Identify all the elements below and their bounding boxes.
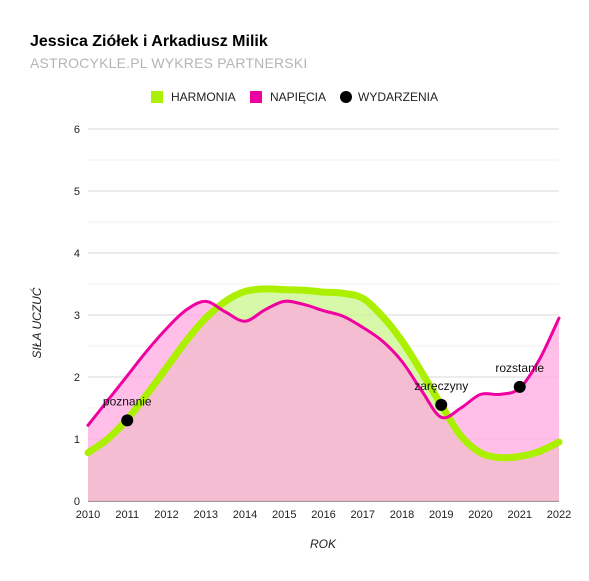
- series-areas: [88, 288, 559, 501]
- x-tick-label: 2015: [272, 509, 296, 521]
- y-tick-label: 4: [74, 248, 80, 260]
- y-tick-label: 5: [74, 186, 80, 198]
- event-label: zaręczyny: [414, 379, 468, 393]
- y-axis-ticks: 0 1 2 3 4 5 6: [74, 124, 80, 508]
- x-axis-ticks: 2010 2011 2012 2013 2014 2015 2016 2017 2018 2019…: [76, 509, 571, 521]
- x-tick-label: 2018: [390, 509, 414, 521]
- y-tick-label: 6: [74, 124, 80, 136]
- legend-swatch-wydarzenia: [340, 91, 352, 103]
- x-tick-label: 2014: [233, 509, 257, 521]
- legend-label-napiecia: NAPIĘCIA: [270, 90, 326, 104]
- x-tick-label: 2021: [508, 509, 532, 521]
- legend: HARMONIA NAPIĘCIA WYDARZENIA: [151, 90, 438, 104]
- line-harmonia: [84, 285, 563, 462]
- series-lines: [84, 285, 563, 462]
- line-napi-cia: [86, 299, 561, 427]
- legend-swatch-harmonia: [151, 91, 163, 103]
- x-axis-title: ROK: [310, 537, 337, 551]
- event-point[interactable]: [121, 414, 134, 427]
- y-axis-title: SIŁA UCZUĆ: [29, 287, 44, 358]
- x-tick-label: 2020: [468, 509, 492, 521]
- legend-item-harmonia[interactable]: HARMONIA: [151, 90, 236, 104]
- y-tick-label: 0: [74, 496, 80, 508]
- x-tick-label: 2010: [76, 509, 100, 521]
- x-tick-label: 2019: [429, 509, 453, 521]
- area-napi-cia: [88, 301, 559, 501]
- event-label: rozstanie: [495, 361, 544, 375]
- y-tick-label: 1: [74, 434, 80, 446]
- event-points: poznanie zaręczyny rozstanie: [103, 361, 544, 427]
- y-tick-label: 2: [74, 372, 80, 384]
- legend-label-harmonia: HARMONIA: [171, 90, 236, 104]
- legend-label-wydarzenia: WYDARZENIA: [358, 90, 438, 104]
- chart-title: Jessica Ziółek i Arkadiusz Milik: [30, 33, 268, 50]
- x-tick-label: 2022: [547, 509, 571, 521]
- event-label: poznanie: [103, 394, 152, 408]
- legend-item-napiecia[interactable]: NAPIĘCIA: [250, 90, 326, 104]
- x-tick-label: 2016: [311, 509, 335, 521]
- legend-swatch-napiecia: [250, 91, 262, 103]
- x-tick-label: 2013: [194, 509, 218, 521]
- x-tick-label: 2017: [351, 509, 375, 521]
- x-tick-label: 2012: [154, 509, 178, 521]
- event-point[interactable]: [435, 398, 448, 411]
- y-tick-label: 3: [74, 310, 80, 322]
- event-point[interactable]: [513, 380, 526, 393]
- x-tick-label: 2011: [115, 509, 139, 521]
- chart-subtitle: ASTROCYKLE.PL WYKRES PARTNERSKI: [30, 55, 307, 71]
- legend-item-wydarzenia[interactable]: WYDARZENIA: [340, 90, 438, 104]
